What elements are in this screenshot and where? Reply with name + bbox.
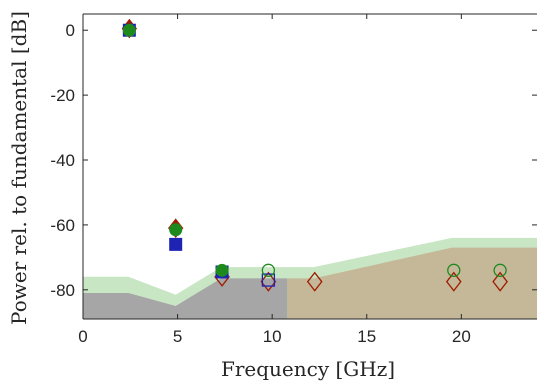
- tick-labels: 0 5 10 15 20 0 -20 -40 -60 -80: [50, 21, 470, 346]
- diamond-marker-open: [260, 271, 277, 292]
- circle-marker-open: [261, 263, 276, 277]
- y-tick-label: -80: [50, 281, 75, 300]
- x-tick-label: 10: [263, 327, 282, 346]
- diamond-marker-open: [492, 271, 508, 292]
- axes: [82, 13, 537, 320]
- diamond-marker-open: [306, 271, 323, 292]
- diamond-marker-open: [445, 271, 462, 292]
- y-tick-label: -60: [50, 216, 75, 235]
- square-marker-open: [261, 273, 276, 287]
- data-markers: [121, 18, 508, 292]
- x-tick-label: 15: [357, 327, 376, 346]
- y-tick-label: 0: [66, 21, 75, 40]
- circle-marker-open: [447, 263, 461, 277]
- circle-marker-open: [493, 263, 507, 277]
- y-axis-title: Power rel. to fundamental [dB]: [7, 11, 31, 325]
- square-marker-filled: [169, 237, 183, 251]
- shaded-region-3: [287, 247, 537, 319]
- shaded-region-2: [83, 278, 288, 319]
- y-tick-label: -20: [50, 86, 75, 105]
- circle-marker-filled: [215, 263, 229, 277]
- x-tick-label: 0: [78, 327, 87, 346]
- circle-marker-filled: [169, 223, 183, 237]
- y-tick-label: -40: [50, 151, 75, 170]
- circle-marker-filled: [122, 23, 136, 37]
- x-tick-label: 20: [452, 327, 471, 346]
- x-axis-title: Frequency [GHz]: [221, 357, 395, 381]
- x-tick-label: 5: [173, 327, 182, 346]
